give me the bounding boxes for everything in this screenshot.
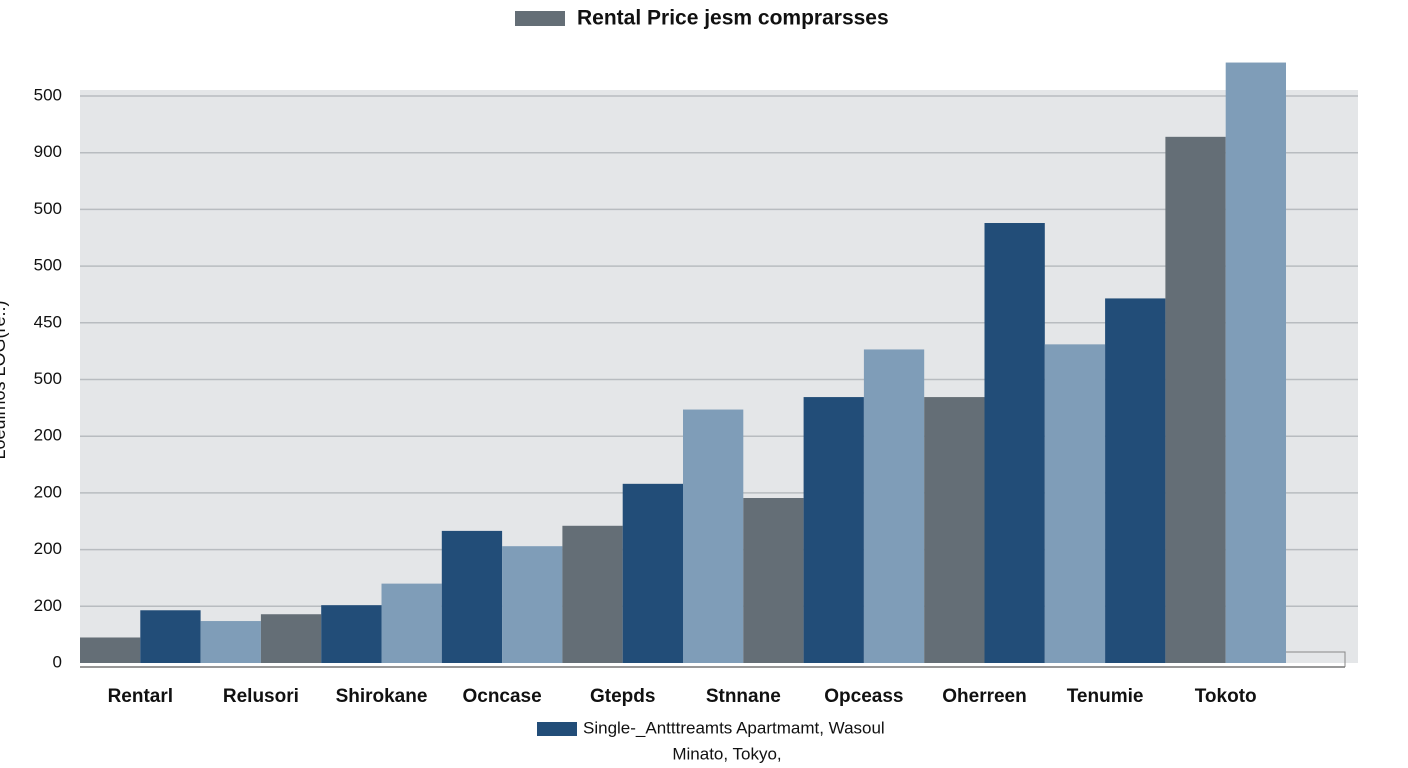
bar: [622, 483, 683, 663]
x-tick-label: Tenumie: [1067, 686, 1144, 707]
legend-note: Minato, Tokyo,: [672, 744, 781, 763]
y-tick-label: 200: [34, 426, 62, 445]
x-tick-label: Tokoto: [1195, 686, 1257, 707]
legend-label: Single‑_Antttreamts Apartmamt, Wasoul: [583, 718, 885, 737]
bar: [140, 610, 201, 663]
x-tick-label: Ocncase: [462, 686, 541, 707]
chart-title: Rental Price jesm comprarsses: [577, 7, 889, 30]
y-tick-label: 500: [34, 256, 62, 275]
frame-corner: [1286, 651, 1346, 667]
x-tick-label: Gtepds: [590, 686, 655, 707]
y-tick-label: 500: [34, 199, 62, 218]
x-tick-label: Stnnane: [706, 686, 781, 707]
title-swatch: [515, 11, 565, 26]
bar: [80, 637, 141, 663]
y-tick-label: 500: [34, 369, 62, 388]
y-tick-label: 450: [34, 312, 62, 331]
x-tick-label: Oherreen: [942, 686, 1026, 707]
bar: [321, 605, 382, 663]
y-tick-label: 200: [34, 539, 62, 558]
bar: [1044, 344, 1106, 663]
bar: [1225, 62, 1286, 664]
legend-swatch: [537, 722, 577, 736]
bar: [381, 583, 442, 663]
bar: [683, 409, 744, 663]
bar: [441, 530, 503, 663]
bar: [502, 546, 563, 663]
bar: [743, 498, 804, 663]
bar: [260, 614, 322, 663]
y-tick-label: 500: [34, 85, 62, 104]
bar: [984, 223, 1045, 663]
x-tick-label: Opceass: [824, 686, 903, 707]
bar: [1165, 136, 1226, 664]
y-tick-label: 900: [34, 142, 62, 161]
bar: [200, 621, 261, 663]
bar: [863, 349, 925, 663]
bar: [562, 525, 623, 663]
bar: [1105, 298, 1166, 663]
x-tick-label: Relusori: [223, 686, 299, 707]
y-tick-label: 200: [34, 596, 62, 615]
bar: [803, 397, 864, 663]
y-axis-label: Loeuimos LOG(re.:): [0, 300, 9, 459]
bar: [924, 397, 985, 663]
y-tick-label: 200: [34, 482, 62, 501]
x-tick-label: Rentarl: [108, 686, 173, 707]
y-tick-label: 0: [53, 652, 62, 671]
x-tick-label: Shirokane: [336, 686, 428, 707]
